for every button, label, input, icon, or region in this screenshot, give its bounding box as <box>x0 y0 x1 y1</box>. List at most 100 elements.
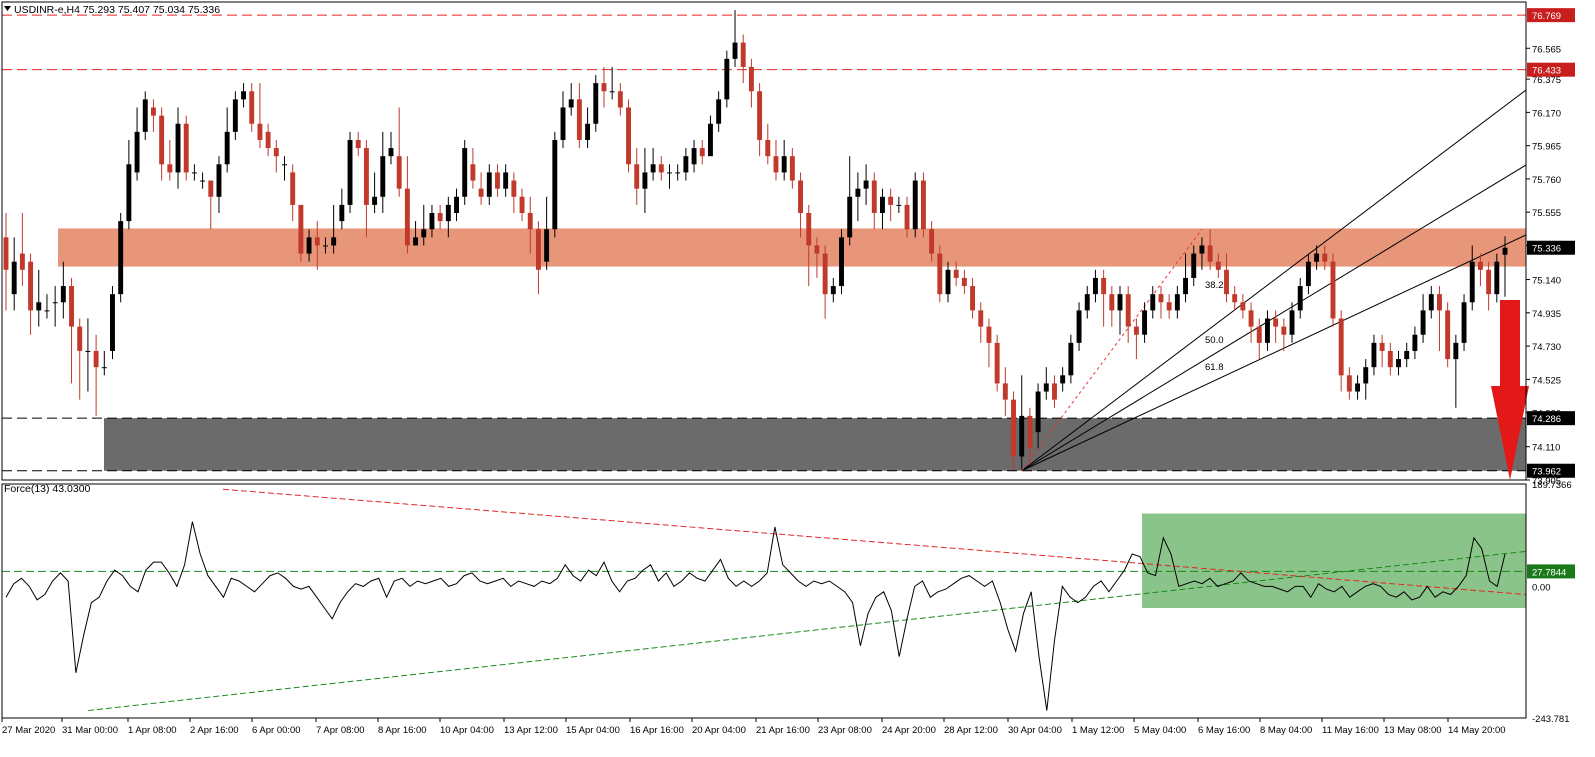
bullish-candle <box>1396 359 1401 368</box>
bearish-candle <box>355 139 361 149</box>
bearish-candle <box>798 180 804 214</box>
bullish-candle <box>1502 247 1508 255</box>
time-axis-label: 6 May 16:00 <box>1198 725 1250 736</box>
bullish-candle <box>134 131 140 173</box>
bullish-candle <box>1117 294 1123 311</box>
price-label-box <box>1527 8 1575 23</box>
bullish-candle <box>1461 302 1467 343</box>
bearish-candle <box>1158 294 1164 303</box>
price-axis-label: 75.760 <box>1532 175 1561 186</box>
time-axis-label: 13 Apr 12:00 <box>504 725 558 736</box>
bearish-candle <box>740 42 746 67</box>
price-axis-label: 73.905 <box>1532 476 1561 487</box>
bearish-candle <box>1125 294 1131 327</box>
bearish-candle <box>19 253 25 270</box>
bearish-candle <box>970 286 976 311</box>
bullish-candle <box>282 164 287 166</box>
bearish-candle <box>495 172 500 189</box>
bullish-candle <box>232 99 238 132</box>
bullish-candle <box>1404 350 1410 360</box>
time-axis-label: 30 Apr 04:00 <box>1008 725 1062 736</box>
bearish-candle <box>937 253 943 295</box>
bearish-candle <box>519 196 525 214</box>
time-axis-label: 8 Apr 16:00 <box>378 725 427 736</box>
force-index-line <box>5 521 1506 711</box>
price-panel: 38.2 50.0 61.8 <box>2 10 1529 480</box>
bullish-candle <box>126 164 132 222</box>
oscillator-panel-frame <box>1 483 1527 719</box>
bullish-candle <box>11 261 17 295</box>
bullish-candle <box>1412 334 1418 351</box>
time-axis-label: 16 Apr 16:00 <box>630 725 684 736</box>
price-label: 73.962 <box>1532 467 1561 478</box>
bullish-candle <box>781 156 787 173</box>
bearish-candle <box>1477 261 1483 270</box>
bearish-candle <box>994 342 1000 384</box>
bearish-candle <box>159 115 165 165</box>
time-axis-label: 10 Apr 04:00 <box>440 725 494 736</box>
bullish-candle <box>847 196 853 238</box>
oscillator-zone <box>1142 513 1526 609</box>
bearish-candle <box>765 139 771 157</box>
bullish-candle <box>683 156 689 173</box>
bearish-candle <box>265 131 271 149</box>
bullish-candle <box>880 196 885 214</box>
price-label: 74.286 <box>1532 414 1561 425</box>
bullish-candle <box>1035 391 1041 433</box>
price-axis-label: 75.555 <box>1532 208 1561 219</box>
bullish-candle <box>716 99 722 124</box>
bullish-candle <box>593 83 599 124</box>
bullish-candle <box>1060 375 1066 384</box>
price-label: 75.336 <box>1532 244 1561 255</box>
bullish-candle <box>1068 342 1074 376</box>
bearish-candle <box>404 188 410 246</box>
bullish-candle <box>1305 261 1311 287</box>
bullish-candle <box>1092 277 1098 295</box>
bullish-candle <box>339 204 345 222</box>
bullish-candle <box>503 172 509 189</box>
bullish-candle <box>609 91 615 93</box>
bullish-candle <box>306 237 312 254</box>
bullish-candle <box>732 42 738 59</box>
bullish-candle <box>118 221 124 295</box>
bullish-candle <box>347 139 353 205</box>
bearish-candle <box>658 164 664 173</box>
bearish-candle <box>470 164 476 181</box>
bullish-candle <box>388 148 394 157</box>
fibonacci-fan-label: 50.0 <box>1205 335 1224 346</box>
bearish-candle <box>1109 294 1115 311</box>
oscillator-title: Force(13) 43.0300 <box>4 483 91 495</box>
chart-title-collapse-icon[interactable] <box>4 6 11 11</box>
price-axis-label: 74.110 <box>1532 443 1560 454</box>
time-axis-label: 20 Apr 04:00 <box>692 725 746 736</box>
bearish-candle <box>478 188 484 197</box>
bearish-candle <box>961 277 967 287</box>
time-axis-label: 31 Mar 00:00 <box>62 725 118 736</box>
bullish-candle <box>552 139 558 230</box>
bearish-candle <box>1052 383 1057 400</box>
fibonacci-fan-line <box>1021 234 1527 472</box>
bearish-candle <box>1437 294 1442 311</box>
time-axis-label: 27 Mar 2020 <box>2 725 55 736</box>
bearish-candle <box>273 148 279 157</box>
bullish-candle <box>175 123 181 173</box>
bullish-candle <box>216 164 222 197</box>
time-axis-label: 24 Apr 20:00 <box>882 725 936 736</box>
chart-title: USDINR-e,H4 75.293 75.407 75.034 75.336 <box>14 4 220 16</box>
bullish-candle <box>142 99 148 132</box>
oscillator-axis-label: -243.781 <box>1532 714 1570 725</box>
bullish-candle <box>60 286 66 303</box>
price-axis-label: 76.375 <box>1532 75 1561 86</box>
price-axis-label: 76.170 <box>1532 108 1561 119</box>
bullish-candle <box>486 172 492 197</box>
bearish-candle <box>1224 269 1229 295</box>
oscillator-axis-label: 189.7366 <box>1532 480 1572 491</box>
oscillator-red-trendline <box>222 488 1527 596</box>
bullish-candle <box>1019 415 1025 457</box>
bullish-candle <box>331 237 337 246</box>
time-axis-label: 11 May 16:00 <box>1322 725 1379 736</box>
time-axis-label: 13 May 08:00 <box>1384 725 1442 736</box>
resistance-zone <box>58 228 1526 267</box>
price-axis-label: 75.140 <box>1532 276 1561 287</box>
